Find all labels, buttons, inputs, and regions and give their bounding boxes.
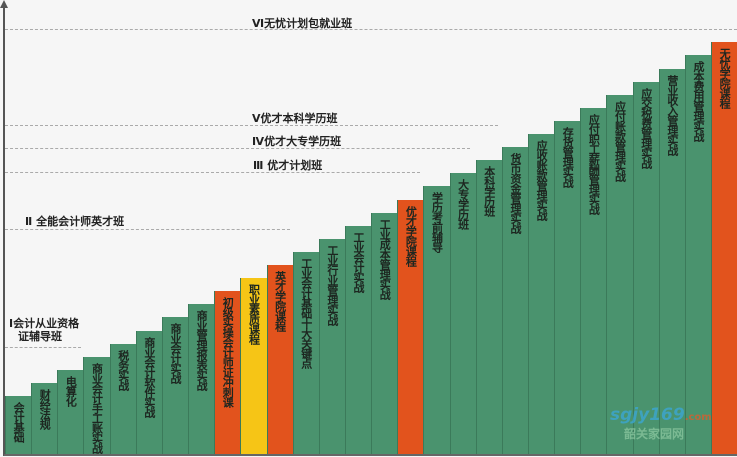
course-step-label: 商业会计手工账实战 [90, 362, 104, 453]
level-1-label: Ⅰ会计从业资格 证辅导班 [9, 317, 79, 343]
course-step: 应交税费管理实战 [632, 81, 659, 454]
baseline [4, 454, 737, 456]
level-5-bracket [5, 125, 498, 126]
level-4-label: Ⅳ优才大专学历班 [252, 135, 342, 148]
course-step-label: 营业收入管理实战 [665, 74, 679, 155]
course-step-label: 优才学院课程 [404, 205, 418, 266]
level-1-bracket [5, 347, 81, 348]
level-2-bracket [5, 229, 290, 230]
level-1-label-line2: 证辅导班 [18, 330, 62, 343]
course-step-label: 财经法规 [38, 388, 52, 429]
course-step: 电算化 [57, 369, 84, 454]
level-3-bracket [5, 172, 420, 173]
level-5-label: Ⅴ优才本科学历班 [252, 112, 338, 125]
course-step-label: 工业成本管理实战 [378, 218, 392, 299]
level-3-label: Ⅲ 优才计划班 [253, 159, 323, 172]
course-step-label: 职业素质课程 [247, 284, 261, 345]
level-2-label: Ⅱ 全能会计师英才班 [25, 215, 125, 228]
course-step-label: 工业行业管理实战 [325, 244, 339, 325]
course-step-label: 商业会计实战 [168, 323, 182, 384]
level-4-bracket [5, 148, 470, 149]
course-step-label: 英才学院课程 [273, 271, 287, 331]
course-step-label: 会计基础 [12, 402, 26, 442]
level-6-label: Ⅵ无忧计划包就业班 [252, 17, 353, 30]
course-step-label: 本科学历班 [482, 166, 496, 217]
course-step-label: 工业会计实战 [352, 231, 366, 292]
watermark-suffix: .com [684, 412, 712, 423]
course-step-label: 初级实操会计师证冲刺课 [221, 297, 235, 408]
course-step-label: 电算化 [64, 375, 78, 406]
course-step: 工业会计实战 [344, 225, 372, 454]
course-step-label: 商业管理报表实战 [195, 310, 209, 391]
course-step-label: 税务实战 [116, 349, 130, 390]
course-step: 英才学院课程 [266, 265, 293, 454]
course-step-label: 存货管理实战 [561, 126, 575, 187]
course-step: 应付账款管理实战 [606, 94, 633, 454]
course-step: 货币资金管理实战 [501, 147, 529, 454]
course-step: 工业会计基础十大关键点 [292, 251, 319, 454]
level-6-bracket [5, 29, 737, 30]
course-step: 大专学历班 [449, 173, 476, 454]
course-step-label: 货币资金管理实战 [508, 153, 522, 234]
course-step: 本科学历班 [475, 160, 502, 454]
course-step-label: 学历考前辅导 [430, 192, 444, 253]
course-step: 商业会计手工账实战 [83, 356, 110, 454]
course-step-label: 应付职工薪酬管理实战 [587, 113, 601, 214]
course-step: 会计基础 [5, 396, 32, 454]
course-step-label: 应交税费管理实战 [639, 87, 653, 168]
course-step-label: 工业会计基础十大关键点 [299, 257, 313, 368]
watermark-logo: sgjy169.com 韶关家园网 [610, 405, 712, 442]
watermark-text: sgjy169 [610, 405, 685, 425]
course-step: 工业成本管理实战 [371, 212, 398, 454]
course-step: 商业会计实战 [161, 317, 189, 454]
level-1-label-line1: Ⅰ会计从业资格 [9, 317, 80, 330]
course-step: 商业管理报表实战 [188, 304, 215, 454]
course-step-label: 大专学历班 [456, 179, 470, 230]
vertical-axis [3, 4, 5, 456]
course-step: 应付职工薪酬管理实战 [580, 107, 607, 454]
course-step: 应收账款管理实战 [528, 134, 555, 454]
course-step-label: 成本费用管理实战 [691, 61, 705, 142]
course-step: 商业会计软件实战 [135, 330, 162, 454]
course-step: 财经法规 [31, 382, 58, 454]
course-step: 职业素质课程 [240, 278, 267, 454]
course-step: 税务实战 [109, 343, 136, 454]
course-step-label: 应收账款管理实战 [535, 140, 549, 220]
course-step-label: 商业会计软件实战 [142, 336, 156, 417]
course-step: 存货管理实战 [554, 120, 581, 454]
watermark-cn: 韶关家园网 [624, 427, 685, 441]
course-step: 营业收入管理实战 [658, 68, 685, 454]
course-step: 工业行业管理实战 [318, 238, 345, 454]
course-step: 初级实操会计师证冲刺课 [214, 291, 241, 454]
course-step: 无忧学院课程 [711, 42, 737, 454]
course-step: 学历考前辅导 [423, 186, 450, 454]
course-step-label: 应付账款管理实战 [613, 100, 627, 181]
axis-arrow-icon [0, 0, 8, 8]
course-step: 优才学院课程 [397, 199, 424, 454]
course-step: 成本费用管理实战 [684, 55, 712, 454]
course-step-label: 无忧学院课程 [718, 48, 732, 109]
